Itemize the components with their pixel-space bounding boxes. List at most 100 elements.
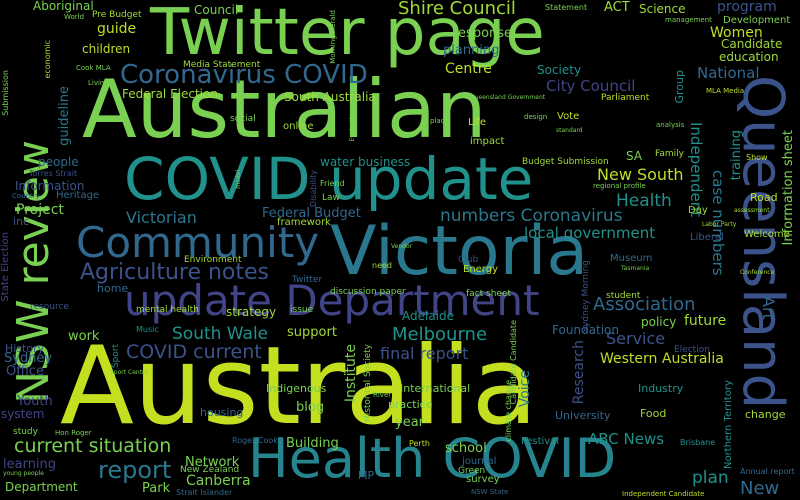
word: economic [43,40,52,79]
word: Park [142,481,171,496]
word: History [5,342,45,355]
word: social [230,114,256,124]
word: Pre Budget [92,10,142,20]
word: Twitter [292,275,323,285]
word: numbers Coronavirus [440,206,623,226]
word: Australian [82,63,487,156]
word: South Australia [284,90,376,104]
word: Food [640,407,667,420]
word: local government [524,224,656,242]
word: Research [571,340,587,405]
word: Candidate Candidate [509,320,518,405]
word: Adelaide [402,309,455,323]
word: Budget Submission [522,157,609,167]
word: Women [710,25,763,41]
word: Heritage [56,190,100,201]
word: Building [286,436,339,451]
word: Group [673,70,686,104]
word: strategy [226,305,277,319]
word: Northern Territory [723,380,734,470]
word: COVID current [126,341,262,363]
word: need [372,261,392,270]
word: Brisbane [680,438,716,447]
word: management [665,16,712,24]
word: system [1,407,45,421]
word: Family [655,149,684,159]
word: Western Australia [600,351,724,367]
word: Coronavirus COVID [120,60,368,90]
word: State Election [0,232,11,302]
word: Vendor [391,243,413,250]
word: resource [30,302,69,312]
word: Council [194,3,239,17]
word: policy [641,315,677,329]
word: Strait Islander [176,488,233,497]
word: Media Statement [183,60,261,70]
word: Indigenous [266,382,327,395]
word: online [283,121,314,132]
word: Foundation [552,323,619,337]
word: water business [320,155,411,169]
word: New [740,478,780,499]
word: Statement [545,3,588,12]
word: Sydney [4,351,53,366]
word: response [453,26,513,41]
word: Law [322,193,340,203]
word: International [400,382,471,395]
word: Tasmania [621,265,650,272]
word: program [717,0,777,15]
word: ABC News [588,430,665,448]
word: Twitter page [150,0,545,70]
word: future [684,313,727,329]
word: Living [88,79,109,87]
word: River [373,391,392,399]
word: University [555,409,611,422]
word: Victorian [126,208,197,227]
word: plan [692,468,729,488]
word: Sport Centre [110,369,149,376]
word: Agriculture notes [80,260,270,285]
word: Liberal [690,232,724,243]
word: MLA Media [706,87,745,95]
word: discussion paper [330,287,406,297]
word: Sport [111,344,121,369]
word: housing [200,406,244,419]
word: Victoria [330,212,589,291]
word: Labor Party [702,221,737,228]
word: Office [6,364,44,379]
word: practice [388,398,433,411]
word: Torres Strait [29,169,78,178]
word: fact sheet [466,289,512,299]
word: Life [468,117,487,128]
word: Independent [687,122,705,218]
word: SA [626,149,643,163]
word: standard [556,127,583,134]
word: Art [759,296,778,320]
word: Green [458,466,486,476]
word: COVID update [124,145,534,213]
word: update Department [124,276,540,325]
word: City Council [546,77,636,95]
word: MP [358,469,375,482]
word: Institute [343,344,359,403]
word: survey [466,474,500,485]
word: World [64,13,85,21]
word: Welcome [744,229,790,240]
word: people [38,155,79,169]
word: Country [12,192,40,200]
word: place [430,117,449,125]
word: Election [674,345,710,355]
word: home [97,282,129,295]
word: South Wale [172,324,269,344]
word: change [745,408,786,421]
word: planning [443,43,500,58]
word: Perth [409,439,430,448]
word: student [606,291,641,301]
word: children [82,42,131,56]
word: Voice [517,370,533,408]
word: study [13,427,38,437]
word: Information [15,179,85,193]
word: Canberra [186,473,251,489]
word: year [395,415,425,430]
